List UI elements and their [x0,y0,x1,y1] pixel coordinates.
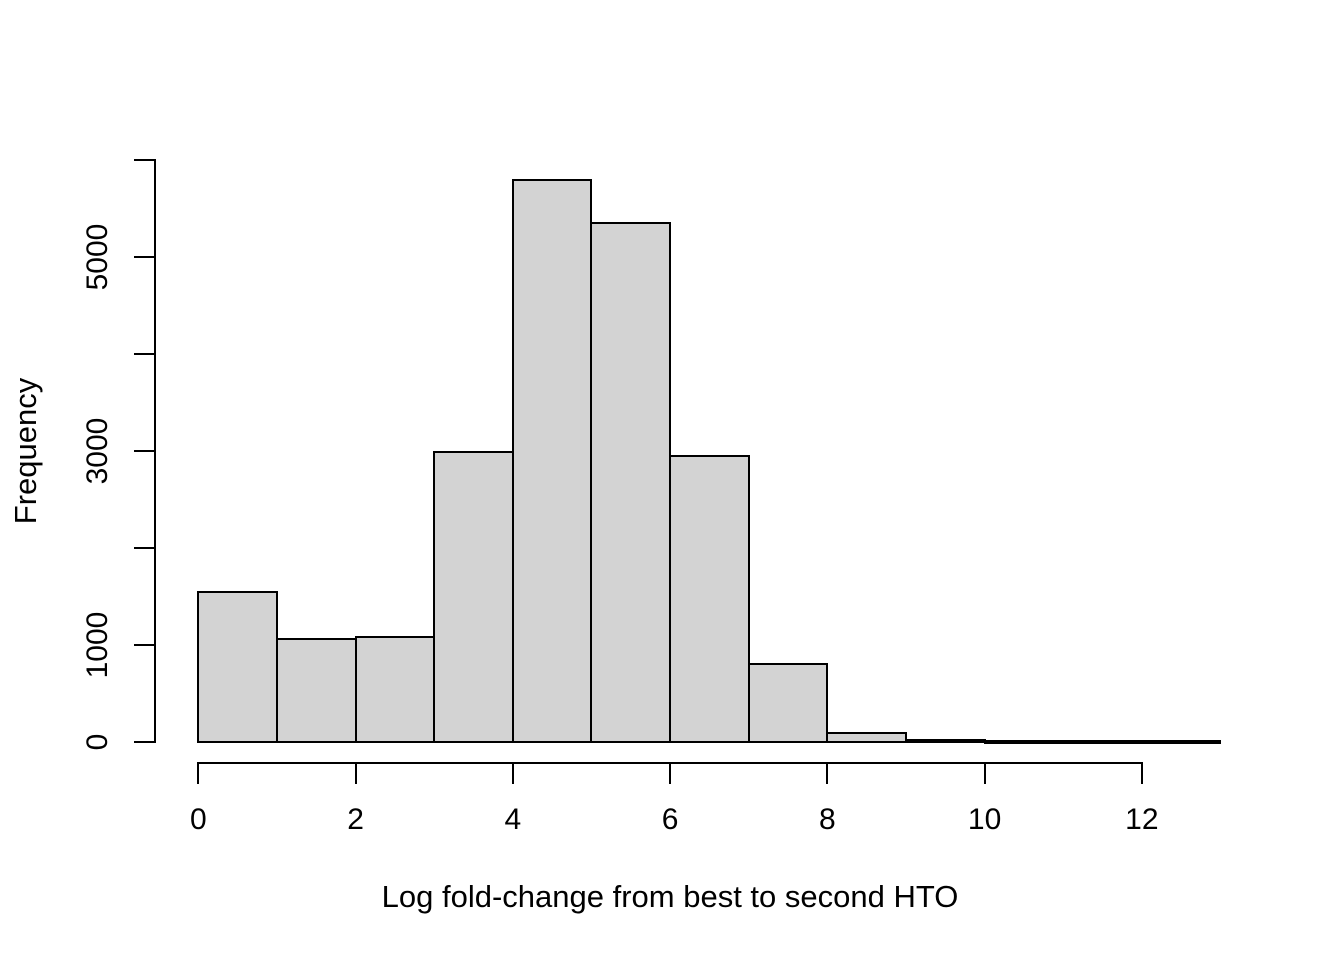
y-axis-tick [134,643,154,646]
y-axis-line [154,158,156,743]
x-tick-label: 10 [967,803,1002,836]
x-axis-tick [983,764,986,784]
histogram-bar [826,731,907,743]
y-tick-label: 5000 [81,223,114,291]
histogram-bar [275,637,357,743]
x-axis-tick [354,764,357,784]
histogram-bar [354,636,436,743]
histogram-bar [1062,740,1143,745]
y-axis-title: Frequency [7,377,43,525]
x-tick-label: 8 [818,803,836,836]
x-axis-tick [826,764,829,784]
x-tick-label: 6 [661,803,679,836]
histogram-bar [433,450,514,743]
histogram-bar [983,740,1065,745]
y-tick-label: 1000 [81,611,114,679]
x-axis-tick [197,764,200,784]
x-tick-label: 0 [189,803,207,836]
y-axis-tick [134,449,154,452]
histogram-bar [669,454,750,743]
histogram-bar [511,179,593,743]
histogram-bar [904,739,986,744]
x-tick-label: 4 [504,803,522,836]
y-axis-tick [134,158,154,161]
x-tick-label: 12 [1125,803,1159,836]
y-axis-tick [134,546,154,549]
y-axis-tick [134,740,154,743]
y-axis-tick [134,255,154,258]
x-axis-tick [669,764,672,784]
y-tick-label: 3000 [81,417,114,485]
histogram-bar [197,591,278,743]
x-axis-title: Log fold-change from best to second HTO [381,878,959,914]
y-axis-tick [134,352,154,355]
x-axis-tick [511,764,514,784]
histogram-bar [1140,740,1222,745]
x-tick-label: 2 [347,803,364,836]
x-axis-line [197,762,1143,764]
histogram-bar [590,221,672,743]
x-axis-tick [1140,764,1143,784]
histogram-bar [747,663,829,743]
